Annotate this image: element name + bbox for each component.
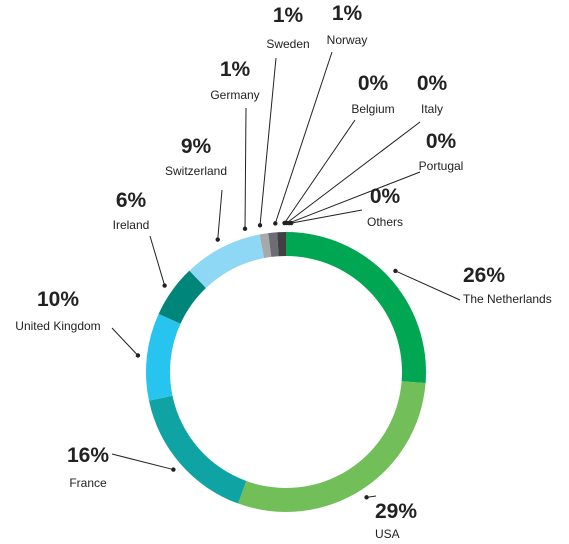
donut-slice bbox=[238, 381, 426, 513]
percent-label: 10% bbox=[37, 288, 79, 311]
donut-slice bbox=[146, 313, 181, 401]
donut-slice bbox=[158, 270, 206, 324]
leader-line bbox=[259, 57, 277, 226]
leader-line bbox=[288, 171, 421, 224]
donut-slice bbox=[268, 232, 279, 257]
leader-dot bbox=[364, 495, 369, 500]
country-label: Italy bbox=[421, 102, 443, 116]
percent-label: 6% bbox=[116, 189, 147, 212]
leader-dot bbox=[215, 237, 220, 242]
percent-label: 1% bbox=[273, 4, 304, 27]
donut-slice bbox=[259, 233, 272, 259]
leader-line bbox=[274, 51, 333, 224]
country-label: Switzerland bbox=[165, 164, 227, 178]
leader-line bbox=[395, 270, 461, 301]
country-label: Belgium bbox=[351, 102, 394, 116]
percent-label: 0% bbox=[417, 72, 448, 95]
country-label: Germany bbox=[210, 88, 259, 102]
percent-label: 16% bbox=[67, 444, 109, 467]
leader-line bbox=[286, 121, 421, 224]
percent-label: 0% bbox=[426, 130, 457, 153]
leader-line bbox=[291, 209, 363, 224]
country-label: United Kingdom bbox=[15, 319, 100, 333]
percent-label: 0% bbox=[358, 72, 389, 95]
leader-line bbox=[284, 119, 356, 224]
leader-dot bbox=[162, 283, 167, 288]
leader-line bbox=[149, 235, 166, 286]
leader-line bbox=[244, 107, 247, 229]
leader-line bbox=[217, 189, 223, 240]
country-label: USA bbox=[375, 527, 400, 541]
leader-dot bbox=[289, 220, 294, 226]
country-label: France bbox=[69, 476, 107, 490]
percent-label: 29% bbox=[375, 500, 417, 523]
donut-slice bbox=[148, 395, 247, 504]
country-label: Norway bbox=[327, 33, 368, 47]
leader-dot bbox=[257, 223, 263, 228]
leader-dot bbox=[273, 221, 278, 226]
leader-dot bbox=[393, 268, 398, 274]
country-label: Others bbox=[367, 215, 403, 229]
leader-line bbox=[111, 453, 174, 471]
leader-dot bbox=[242, 226, 248, 231]
percent-label: 26% bbox=[463, 264, 505, 287]
donut-slice bbox=[286, 232, 426, 384]
donut-slice bbox=[277, 232, 286, 257]
country-label: Sweden bbox=[266, 37, 309, 51]
country-label: Ireland bbox=[113, 218, 150, 232]
leader-line bbox=[111, 327, 139, 356]
percent-label: 9% bbox=[181, 135, 212, 158]
percent-label: 0% bbox=[370, 185, 401, 208]
percent-label: 1% bbox=[332, 2, 363, 25]
leader-dot bbox=[171, 467, 176, 472]
donut-slice bbox=[189, 234, 265, 289]
percent-label: 1% bbox=[220, 58, 251, 81]
country-label: The Netherlands bbox=[463, 292, 552, 306]
leader-dot bbox=[135, 353, 141, 358]
country-label: Portugal bbox=[419, 159, 464, 173]
